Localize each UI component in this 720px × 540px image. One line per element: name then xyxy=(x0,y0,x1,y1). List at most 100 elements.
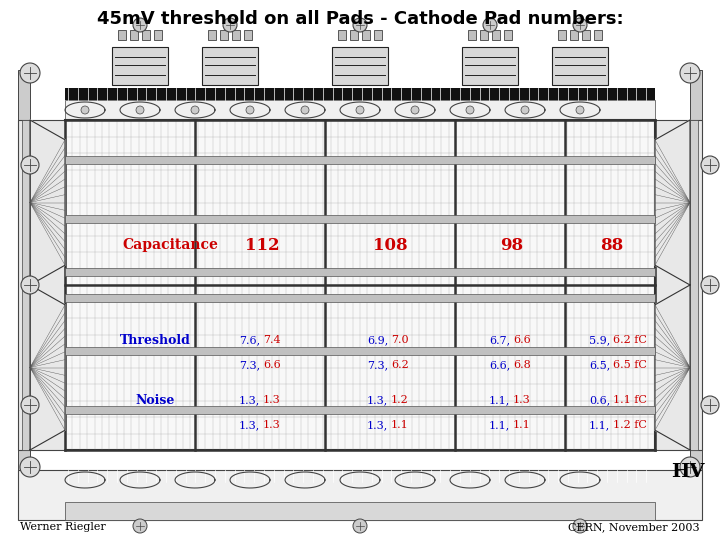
Text: 7.3,: 7.3, xyxy=(239,360,260,370)
Bar xyxy=(65,347,655,355)
Text: 7.4: 7.4 xyxy=(263,335,281,345)
Text: 6.2: 6.2 xyxy=(391,360,409,370)
Bar xyxy=(142,30,150,40)
Bar xyxy=(468,30,476,40)
Bar xyxy=(112,47,168,85)
Text: 7.6,: 7.6, xyxy=(239,335,260,345)
Text: 6.6: 6.6 xyxy=(263,360,281,370)
Circle shape xyxy=(81,476,89,484)
Bar xyxy=(594,30,602,40)
Circle shape xyxy=(521,476,529,484)
Bar xyxy=(492,30,500,40)
Text: 1.2: 1.2 xyxy=(391,395,409,405)
Circle shape xyxy=(356,106,364,114)
Text: 1.3: 1.3 xyxy=(263,420,281,430)
Circle shape xyxy=(191,476,199,484)
Bar xyxy=(118,30,126,40)
Text: 5.9,: 5.9, xyxy=(589,335,610,345)
Bar xyxy=(18,470,702,520)
Bar xyxy=(65,88,655,100)
Text: 1.1,: 1.1, xyxy=(489,420,510,430)
Text: 6.6: 6.6 xyxy=(513,335,531,345)
Bar xyxy=(65,502,655,520)
Text: 1.1: 1.1 xyxy=(391,420,409,430)
Bar xyxy=(65,268,655,276)
Circle shape xyxy=(701,276,719,294)
Bar xyxy=(65,407,655,414)
Circle shape xyxy=(576,106,584,114)
Bar xyxy=(65,100,655,120)
Bar xyxy=(350,30,358,40)
Circle shape xyxy=(136,476,144,484)
Bar xyxy=(552,47,608,85)
Text: 112: 112 xyxy=(245,237,279,253)
Bar xyxy=(65,120,655,450)
Circle shape xyxy=(466,476,474,484)
Text: 7.3,: 7.3, xyxy=(367,360,388,370)
Text: 1.3,: 1.3, xyxy=(239,395,260,405)
Text: Threshold: Threshold xyxy=(120,334,190,347)
Circle shape xyxy=(246,106,254,114)
Circle shape xyxy=(680,457,700,477)
Circle shape xyxy=(20,63,40,83)
Text: 1.1: 1.1 xyxy=(513,420,531,430)
Polygon shape xyxy=(655,120,690,285)
Circle shape xyxy=(353,519,367,533)
Text: Werner Riegler: Werner Riegler xyxy=(20,522,106,532)
Circle shape xyxy=(136,106,144,114)
Text: 7.0: 7.0 xyxy=(391,335,409,345)
Bar xyxy=(65,294,655,302)
Circle shape xyxy=(466,106,474,114)
Circle shape xyxy=(483,18,497,32)
Bar xyxy=(462,47,518,85)
Text: 6.9,: 6.9, xyxy=(366,335,388,345)
Text: 1.1 fC: 1.1 fC xyxy=(613,395,647,405)
Bar xyxy=(558,30,566,40)
Text: 6.6,: 6.6, xyxy=(489,360,510,370)
Circle shape xyxy=(21,276,39,294)
Text: 1.1,: 1.1, xyxy=(589,420,610,430)
Bar xyxy=(338,30,346,40)
Circle shape xyxy=(191,106,199,114)
Text: 1.2 fC: 1.2 fC xyxy=(613,420,647,430)
Circle shape xyxy=(576,476,584,484)
Circle shape xyxy=(301,106,309,114)
Bar xyxy=(332,47,388,85)
Polygon shape xyxy=(655,285,690,450)
Text: 1.3,: 1.3, xyxy=(239,420,260,430)
Circle shape xyxy=(81,106,89,114)
Bar xyxy=(65,470,655,490)
Bar xyxy=(582,30,590,40)
Text: 1.3,: 1.3, xyxy=(366,395,388,405)
Circle shape xyxy=(20,457,40,477)
Bar xyxy=(374,30,382,40)
Text: 108: 108 xyxy=(373,237,408,253)
Text: 45mV threshold on all Pads - Cathode Pad numbers:: 45mV threshold on all Pads - Cathode Pad… xyxy=(96,10,624,28)
Bar xyxy=(65,156,655,164)
Text: 0.6,: 0.6, xyxy=(589,395,610,405)
Bar xyxy=(655,120,702,450)
Circle shape xyxy=(223,18,237,32)
Bar xyxy=(690,120,698,450)
Text: 1.3: 1.3 xyxy=(263,395,281,405)
Text: HV: HV xyxy=(672,463,705,481)
Text: 6.2 fC: 6.2 fC xyxy=(613,335,647,345)
Bar xyxy=(570,30,578,40)
Bar xyxy=(154,30,162,40)
Text: 6.5,: 6.5, xyxy=(589,360,610,370)
Bar xyxy=(202,47,258,85)
Bar xyxy=(130,30,138,40)
Text: 1.1,: 1.1, xyxy=(489,395,510,405)
Circle shape xyxy=(301,476,309,484)
Bar xyxy=(504,30,512,40)
Text: CERN, November 2003: CERN, November 2003 xyxy=(568,522,700,532)
Text: 98: 98 xyxy=(500,237,523,253)
Bar xyxy=(65,215,655,223)
Circle shape xyxy=(411,106,419,114)
Bar xyxy=(18,120,65,450)
Polygon shape xyxy=(30,120,65,285)
Bar xyxy=(690,70,702,490)
Circle shape xyxy=(573,519,587,533)
Text: 88: 88 xyxy=(600,237,624,253)
Circle shape xyxy=(246,476,254,484)
